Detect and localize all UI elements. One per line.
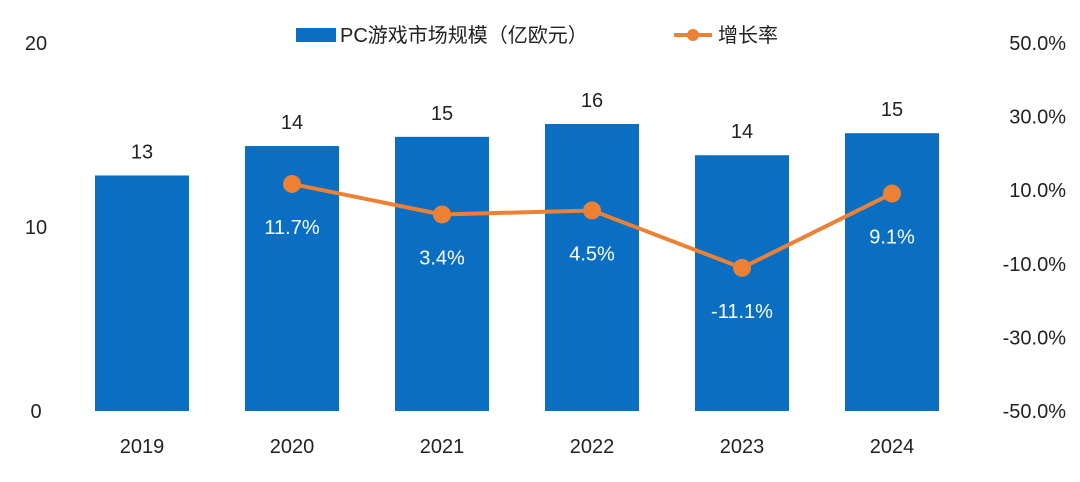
bar-value-label: 15 [881,99,903,121]
bar-2022 [545,123,639,412]
left-axis-tick: 20 [25,33,47,55]
legend-line-marker [687,29,699,41]
right-axis-tick: -50.0% [1003,401,1067,423]
x-axis-tick: 2024 [870,436,915,458]
growth-rate-point [583,201,601,220]
growth-rate-point [883,184,901,203]
bar-2019 [95,175,189,411]
legend-line-label: 增长率 [718,24,778,47]
growth-rate-label: -11.1% [711,301,773,323]
legend: PC游戏市场规模（亿欧元） 增长率 [296,24,778,47]
right-axis-tick: -10.0% [1003,254,1067,276]
x-axis-tick: 2020 [270,436,315,458]
x-axis-tick: 2023 [720,436,765,458]
x-axis-tick: 2022 [570,436,615,458]
bar-value-label: 16 [581,90,603,112]
growth-rate-label: 9.1% [869,227,915,249]
x-axis-tick: 2021 [420,436,465,458]
x-axis-tick: 2019 [120,436,165,458]
growth-rate-label: 4.5% [569,243,615,265]
growth-rate-label: 3.4% [419,247,465,269]
growth-rate-point [733,258,751,277]
growth-rate-point [433,205,451,224]
bar-value-label: 15 [431,103,453,125]
legend-bar-swatch [296,28,336,42]
legend-bar-label: PC游戏市场规模（亿欧元） [340,24,588,47]
right-axis-tick: 50.0% [1009,33,1066,55]
bar-2023 [695,155,789,411]
x-axis: 2019 2020 2021 2022 2023 2024 [120,436,915,458]
left-axis-tick: 10 [25,217,47,239]
bar-series: 13 14 15 16 14 15 [95,90,939,412]
line-series: 11.7% 3.4% 4.5% -11.1% 9.1% [264,174,915,323]
left-axis: 0 10 20 [25,33,47,423]
bar-2024 [845,133,939,411]
bar-value-label: 14 [731,121,753,143]
bar-2021 [395,136,489,411]
growth-rate-label: 11.7% [264,217,319,239]
right-axis: -50.0% -30.0% -10.0% 10.0% 30.0% 50.0% [1003,33,1067,423]
growth-rate-point [283,174,301,193]
left-axis-tick: 0 [30,401,41,423]
bar-value-label: 13 [131,141,153,163]
bar-value-label: 14 [281,112,303,134]
right-axis-tick: -30.0% [1003,327,1067,349]
right-axis-tick: 30.0% [1009,107,1066,129]
right-axis-tick: 10.0% [1009,180,1066,202]
